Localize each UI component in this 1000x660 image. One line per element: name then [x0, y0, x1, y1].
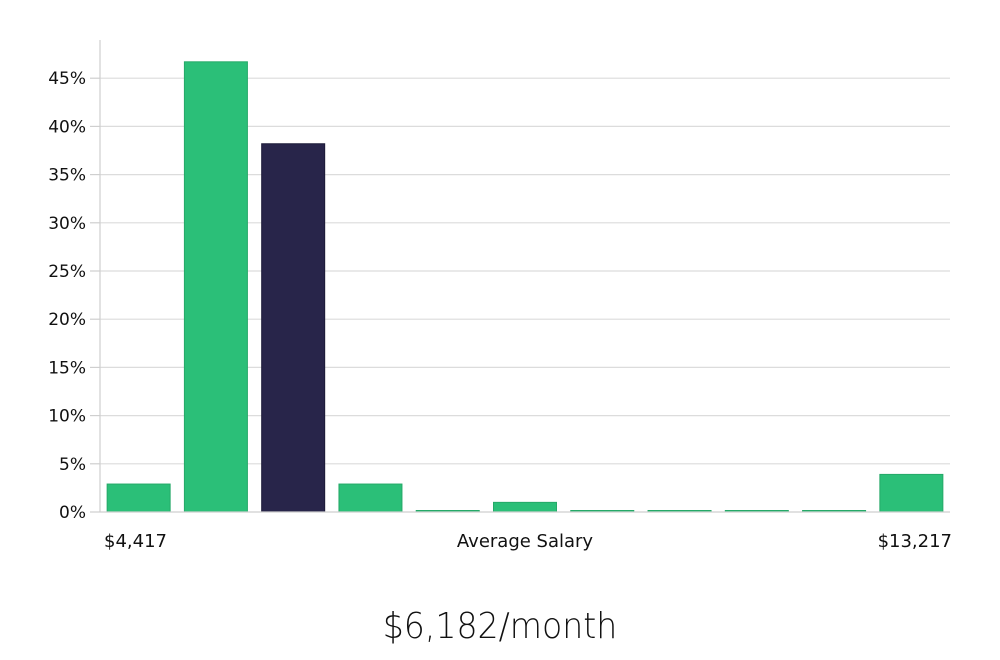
y-tick-label: 20%: [48, 310, 86, 330]
y-tick-label: 0%: [59, 503, 86, 523]
y-tick-label: 35%: [48, 166, 86, 186]
y-tick-label: 10%: [48, 407, 86, 427]
bars: [106, 61, 944, 513]
average-salary-value: $6,182/month: [382, 606, 618, 647]
bar: [183, 61, 248, 513]
x-axis-title: Average Salary: [457, 531, 594, 552]
bar: [338, 483, 403, 513]
bar-highlighted: [261, 143, 326, 513]
y-tick-label: 5%: [59, 455, 86, 475]
y-tick-label: 45%: [48, 69, 86, 89]
y-tick-label: 25%: [48, 262, 86, 282]
bar: [879, 473, 944, 513]
y-tick-label: 30%: [48, 214, 86, 234]
y-tick-label: 40%: [48, 117, 86, 137]
y-tick-label: 15%: [48, 358, 86, 378]
x-max-label: $13,217: [878, 531, 952, 552]
bar: [493, 501, 557, 513]
bar: [106, 483, 171, 513]
y-axis-ticks: 0% 5% 10% 15% 20% 25% 30% 35% 40% 45%: [48, 69, 100, 523]
x-min-label: $4,417: [104, 531, 167, 552]
